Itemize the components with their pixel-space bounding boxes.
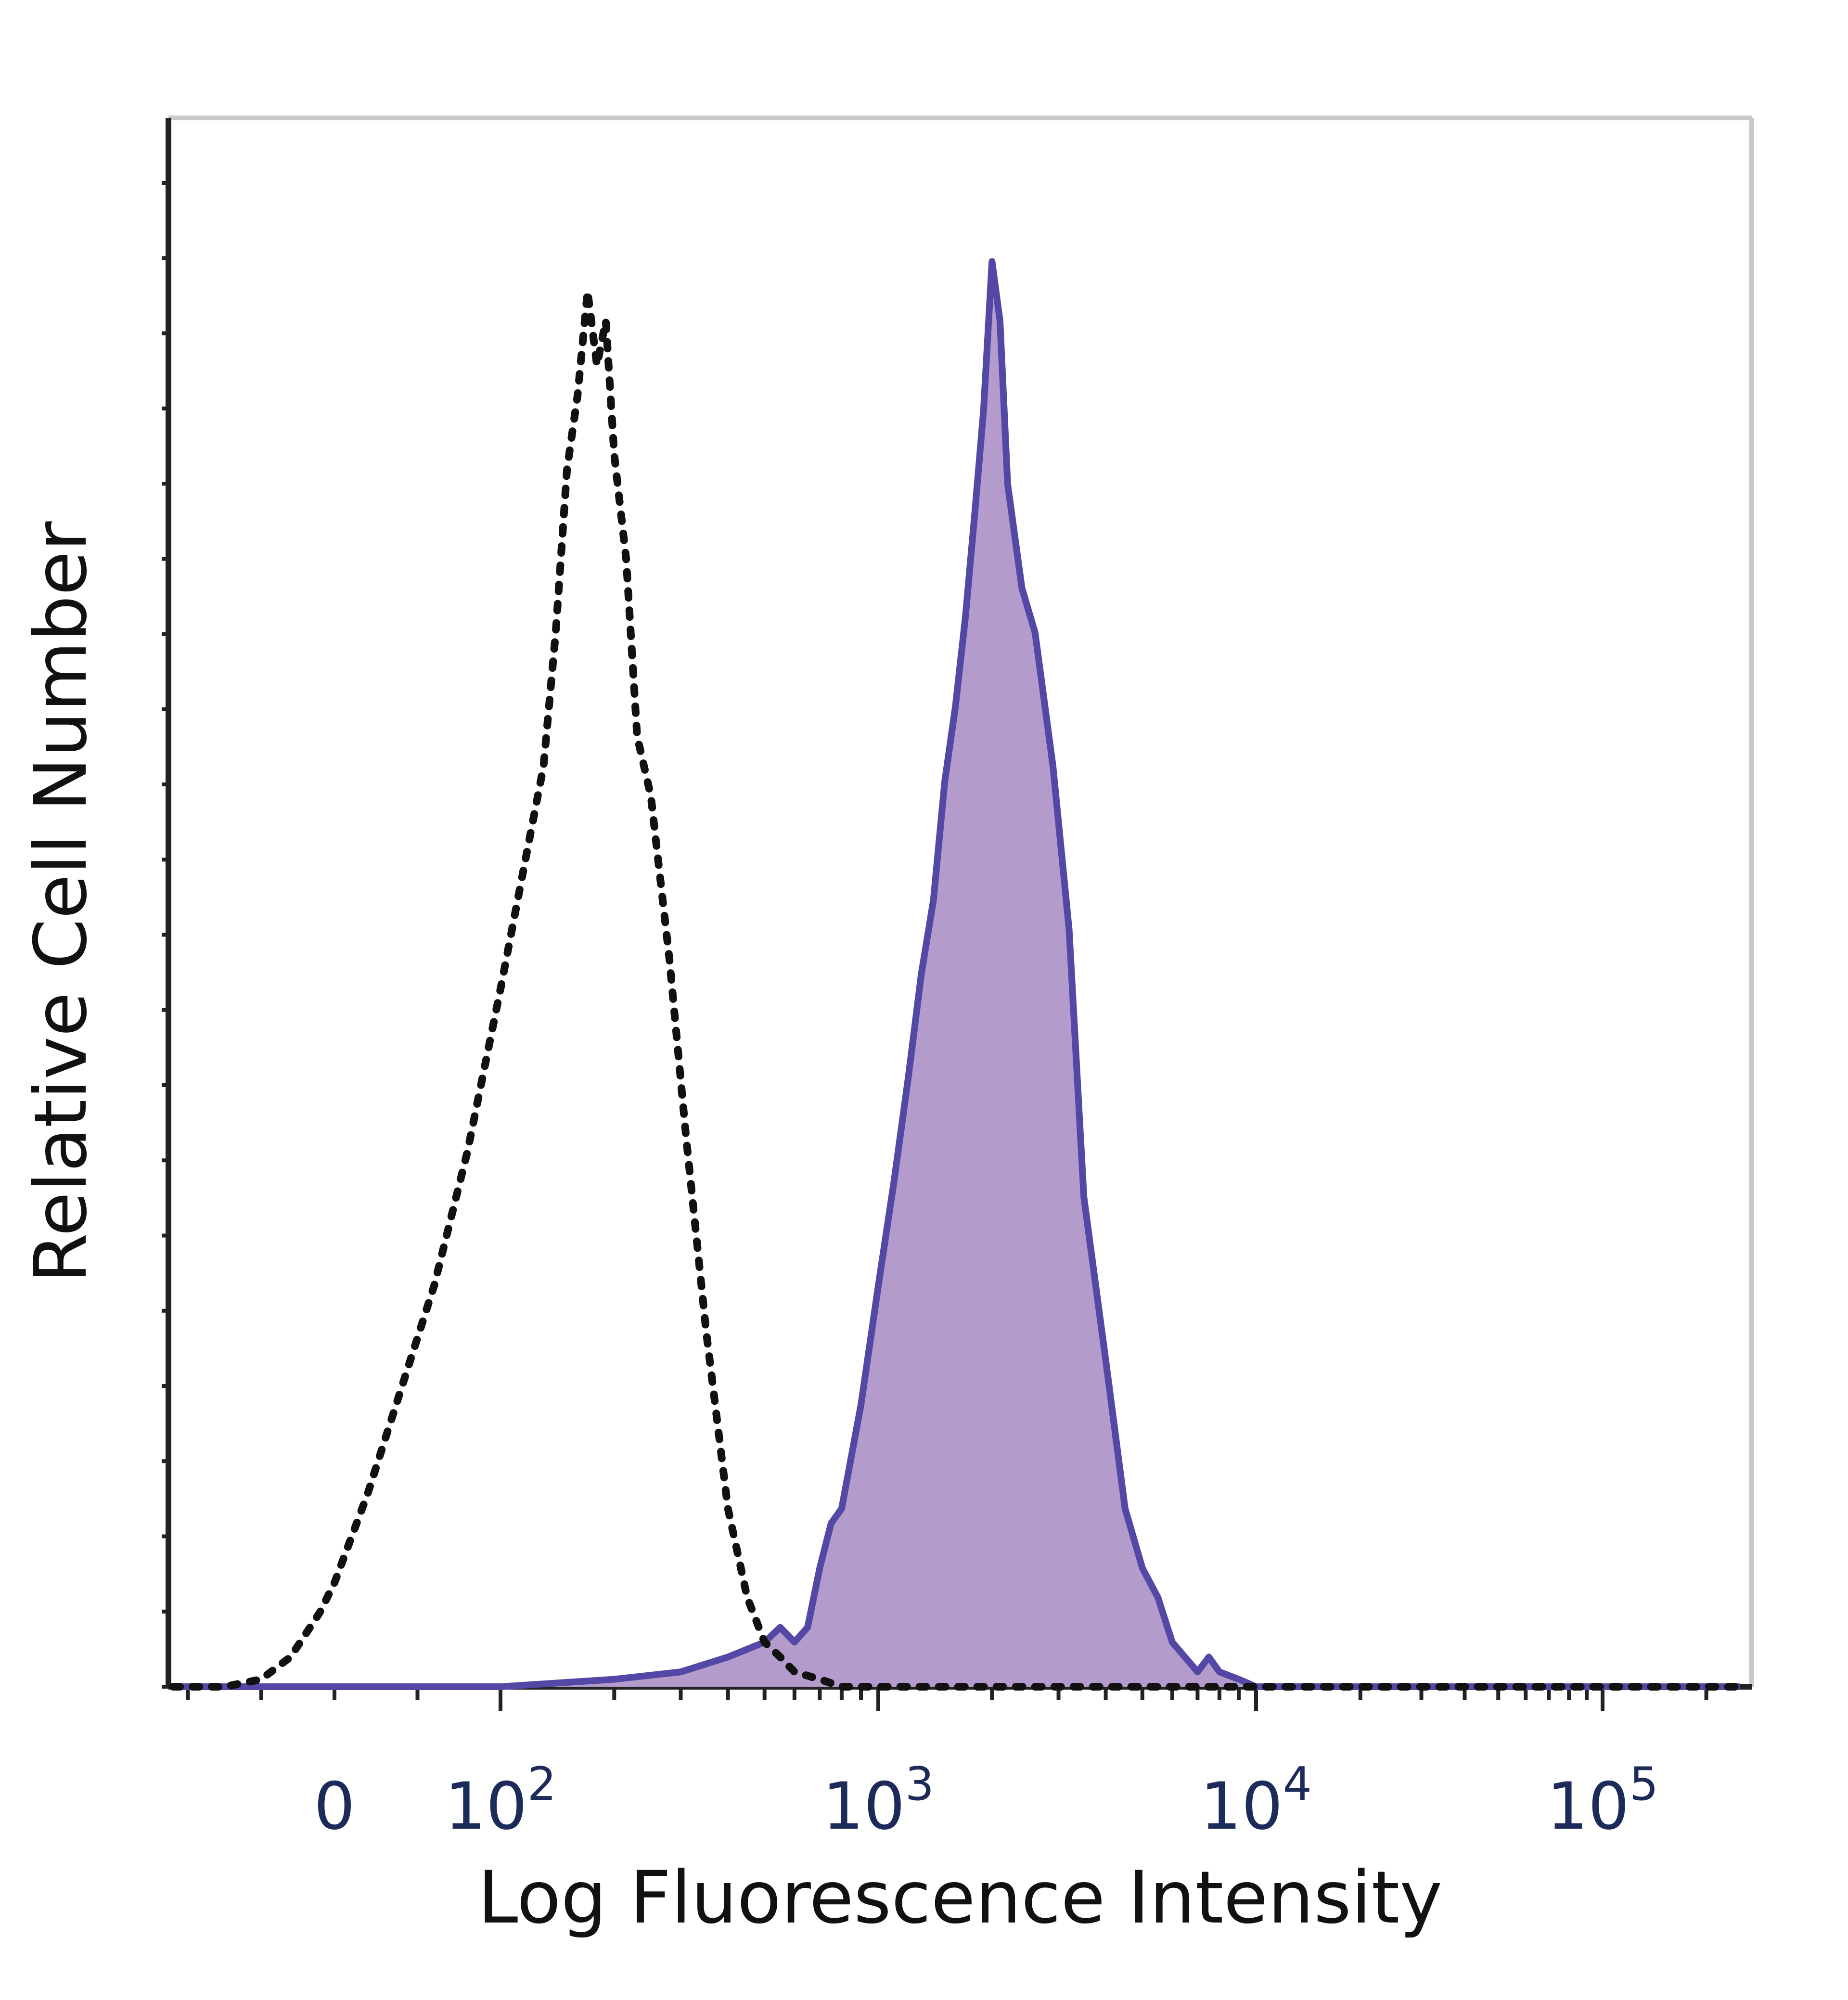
x-tick-label: 103 <box>822 1758 934 1844</box>
y-axis-ticks <box>162 181 170 1689</box>
x-tick-label-base: 10 <box>1200 1769 1283 1844</box>
x-tick-label-base: 10 <box>1547 1769 1630 1844</box>
sample-histogram-line <box>173 258 1740 1690</box>
x-tick-label-base: 10 <box>445 1769 527 1844</box>
x-tick-label-exponent: 5 <box>1630 1758 1658 1811</box>
sample-histogram-fill <box>173 261 1740 1687</box>
x-axis-title: Log Fluorescence Intensity <box>478 1856 1442 1940</box>
x-tick-label-exponent: 4 <box>1283 1758 1312 1811</box>
control-histogram-line <box>169 291 1744 1691</box>
x-tick-label-exponent: 3 <box>905 1758 934 1811</box>
y-axis-title: Relative Cell Number <box>19 521 103 1283</box>
series-layer <box>169 258 1744 1691</box>
x-tick-label-exponent: 2 <box>527 1758 556 1811</box>
x-tick-label-base: 0 <box>314 1769 355 1844</box>
x-tick-label: 102 <box>445 1758 556 1844</box>
x-tick-label: 0 <box>314 1769 355 1844</box>
x-tick-label: 105 <box>1547 1758 1658 1844</box>
x-tick-labels: 0 102 103 104 105 <box>314 1758 1658 1844</box>
x-tick-label-base: 10 <box>822 1769 905 1844</box>
x-tick-label: 104 <box>1200 1758 1312 1844</box>
